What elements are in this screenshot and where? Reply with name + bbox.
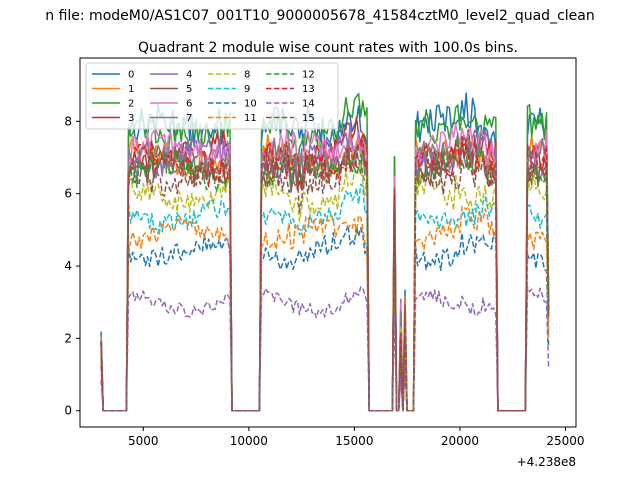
series-line-8 xyxy=(100,161,550,412)
y-tick-label: 0 xyxy=(64,404,72,418)
x-tick-label: 10000 xyxy=(230,434,268,448)
x-offset-label: +4.238e8 xyxy=(517,455,576,469)
series-line-5 xyxy=(100,134,550,412)
series-layer xyxy=(100,92,550,412)
series-line-9 xyxy=(100,183,550,412)
y-tick-label: 8 xyxy=(64,114,72,128)
series-line-13 xyxy=(100,135,550,412)
legend-label-9: 9 xyxy=(244,84,250,95)
legend-label-10: 10 xyxy=(244,99,257,110)
x-tick-label: 20000 xyxy=(441,434,479,448)
legend-box xyxy=(85,62,339,130)
x-tick-label: 15000 xyxy=(335,434,373,448)
legend-label-14: 14 xyxy=(302,99,315,110)
series-line-15 xyxy=(100,141,550,412)
legend-label-2: 2 xyxy=(128,99,134,110)
legend-label-4: 4 xyxy=(186,70,192,81)
legend-label-13: 13 xyxy=(302,84,315,95)
x-tick-label: 5000 xyxy=(128,434,159,448)
series-line-11 xyxy=(100,205,550,412)
y-tick-label: 2 xyxy=(64,331,72,345)
legend-label-0: 0 xyxy=(128,70,134,81)
legend-label-1: 1 xyxy=(128,84,134,95)
axes-layer: 5000 10000 15000 20000 25000 0 2 4 6 8 xyxy=(64,114,584,448)
x-tick-label: 25000 xyxy=(546,434,584,448)
chart-title: Quadrant 2 module wise count rates with … xyxy=(138,40,518,56)
legend-label-11: 11 xyxy=(244,113,257,124)
legend-label-15: 15 xyxy=(302,113,315,124)
legend-label-5: 5 xyxy=(186,84,192,95)
legend-label-6: 6 xyxy=(186,99,192,110)
series-line-14 xyxy=(100,286,550,412)
legend-label-7: 7 xyxy=(186,113,192,124)
legend-label-12: 12 xyxy=(302,70,315,81)
series-line-10 xyxy=(100,224,550,412)
legend-label-8: 8 xyxy=(244,70,250,81)
legend-label-3: 3 xyxy=(128,113,134,124)
series-line-2 xyxy=(100,92,550,412)
figure-suptitle: n file: modeM0/AS1C07_001T10_9000005678_… xyxy=(45,8,594,24)
series-line-6 xyxy=(100,123,550,412)
y-tick-label: 6 xyxy=(64,187,72,201)
plot-frame xyxy=(79,57,577,428)
y-tick-label: 4 xyxy=(64,259,72,273)
